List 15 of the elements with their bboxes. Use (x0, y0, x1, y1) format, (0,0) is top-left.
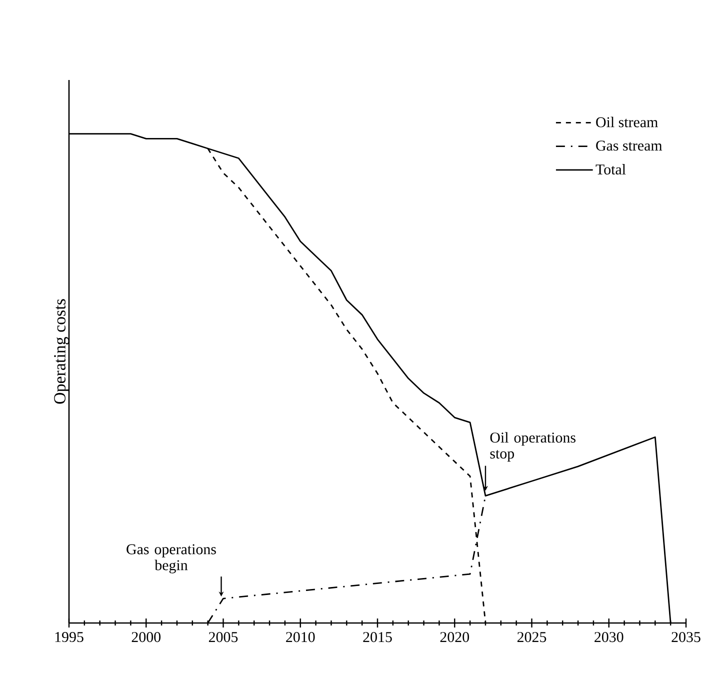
x-tick-label: 2020 (440, 632, 470, 642)
x-tick-label: 2025 (517, 632, 546, 642)
y-axis-title: Operating costs (54, 299, 69, 404)
x-tick-label: 2010 (286, 632, 315, 642)
x-tick-label: 2035 (672, 632, 700, 642)
annotation: Oil operations stop (490, 432, 576, 462)
x-tick-label: 2005 (208, 632, 238, 642)
annotation: Gas operations begin (126, 544, 216, 574)
legend-label: Oil stream (596, 116, 658, 128)
x-tick-label: 2000 (132, 632, 161, 642)
x-tick-label: 2030 (594, 632, 624, 642)
x-tick-label: 2015 (363, 632, 392, 642)
legend-label: Total (596, 164, 626, 174)
legend-label: Gas stream (596, 140, 662, 151)
x-tick-label: 1995 (55, 632, 84, 642)
